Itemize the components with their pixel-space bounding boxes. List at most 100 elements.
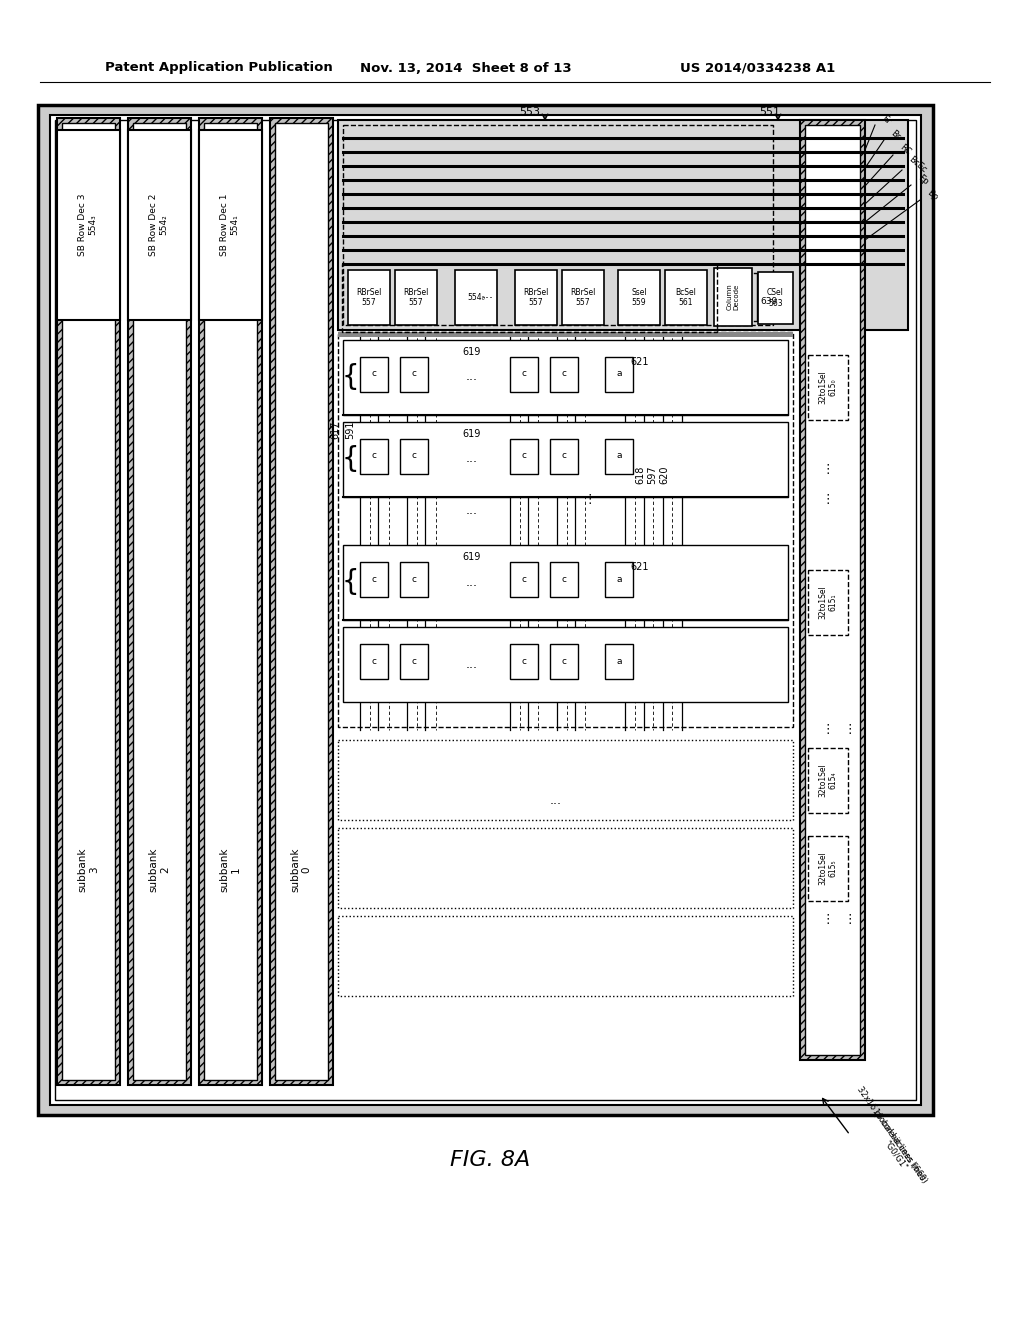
Bar — [360, 644, 388, 678]
Text: ⋮: ⋮ — [844, 913, 856, 927]
Bar — [808, 836, 848, 902]
Text: 591: 591 — [345, 421, 355, 440]
Text: {: { — [341, 568, 358, 597]
Text: 32to1Sel
615₀: 32to1Sel 615₀ — [818, 371, 838, 404]
Text: 32to1Sel
615₁: 32to1Sel 615₁ — [818, 586, 838, 619]
Text: c: c — [372, 574, 377, 583]
Text: BcEc: BcEc — [907, 154, 929, 176]
Bar — [133, 123, 186, 1080]
Text: "G0/G1": "G0/G1" — [882, 1139, 909, 1171]
Text: 551: 551 — [760, 107, 780, 117]
Text: RBrSel
557: RBrSel 557 — [570, 288, 596, 308]
Text: c: c — [521, 370, 526, 379]
Bar — [342, 264, 717, 333]
Text: a: a — [616, 656, 622, 665]
Bar — [605, 644, 633, 678]
Text: CSel
563: CSel 563 — [767, 288, 784, 308]
Text: US 2014/0334238 A1: US 2014/0334238 A1 — [680, 62, 836, 74]
Text: 553: 553 — [519, 107, 541, 117]
Text: 32x16 global bit lines (660): 32x16 global bit lines (660) — [855, 1085, 929, 1185]
Bar — [270, 117, 333, 1085]
Text: ⋮: ⋮ — [844, 723, 856, 737]
Text: 32to1Sel
615₄: 32to1Sel 615₄ — [818, 764, 838, 797]
Text: ...: ... — [466, 576, 478, 589]
Text: c: c — [372, 656, 377, 665]
Text: ...: ... — [550, 793, 562, 807]
Bar — [343, 422, 788, 498]
Bar — [338, 120, 908, 330]
Bar — [360, 562, 388, 597]
Text: 639: 639 — [760, 297, 777, 306]
Text: c: c — [372, 451, 377, 461]
Text: a: a — [616, 370, 622, 379]
Text: Br: Br — [889, 128, 902, 141]
Text: c: c — [561, 370, 566, 379]
Text: RBrSel
557: RBrSel 557 — [356, 288, 382, 308]
Bar — [38, 106, 933, 1115]
Text: c: c — [521, 656, 526, 665]
Bar — [395, 271, 437, 325]
Text: c: c — [561, 451, 566, 461]
Text: c: c — [412, 656, 417, 665]
Text: 619: 619 — [463, 552, 481, 562]
Bar — [338, 741, 793, 820]
Text: Column
Decode: Column Decode — [726, 284, 739, 310]
Text: ...: ... — [466, 371, 478, 384]
Bar — [550, 356, 578, 392]
Text: c: c — [561, 656, 566, 665]
Bar — [343, 125, 773, 325]
Text: ⋮: ⋮ — [821, 494, 835, 507]
Text: ⋮: ⋮ — [821, 463, 835, 477]
Text: 619: 619 — [463, 429, 481, 440]
Bar — [510, 644, 538, 678]
Text: Nov. 13, 2014  Sheet 8 of 13: Nov. 13, 2014 Sheet 8 of 13 — [360, 62, 571, 74]
Bar — [128, 129, 191, 319]
Bar — [338, 916, 793, 997]
Bar — [665, 271, 707, 325]
Text: 619: 619 — [463, 347, 481, 356]
Text: c: c — [561, 574, 566, 583]
Text: c: c — [372, 370, 377, 379]
Bar — [714, 268, 752, 326]
Bar — [758, 272, 793, 323]
Text: 621: 621 — [631, 356, 649, 367]
Text: 617: 617 — [330, 421, 340, 440]
Bar — [550, 562, 578, 597]
Bar — [360, 356, 388, 392]
Text: 618: 618 — [635, 466, 645, 484]
Bar — [199, 129, 262, 319]
Text: subbank
1: subbank 1 — [219, 847, 241, 892]
Text: ...: ... — [466, 503, 478, 516]
Text: Bp: Bp — [925, 187, 939, 202]
Bar — [57, 117, 120, 1085]
Text: SB Row Dec 3
554₃: SB Row Dec 3 554₃ — [78, 194, 97, 256]
Text: c: c — [412, 451, 417, 461]
Text: ⋮: ⋮ — [821, 723, 835, 737]
Bar — [562, 271, 604, 325]
Bar — [348, 271, 390, 325]
Bar — [338, 333, 793, 337]
Text: SB Row Dec 1
554₁: SB Row Dec 1 554₁ — [220, 194, 240, 256]
Bar — [50, 115, 921, 1105]
Text: ...: ... — [482, 289, 494, 301]
Bar — [400, 562, 428, 597]
Bar — [199, 117, 262, 1085]
Bar — [62, 123, 115, 1080]
Text: RC: RC — [898, 143, 912, 157]
Text: ...: ... — [466, 657, 478, 671]
Text: RBrSel
557: RBrSel 557 — [403, 288, 429, 308]
Bar — [338, 333, 793, 727]
Text: BcSel
561: BcSel 561 — [676, 288, 696, 308]
Text: {: { — [341, 445, 358, 473]
Bar — [605, 440, 633, 474]
Bar — [808, 748, 848, 813]
Bar — [57, 129, 120, 319]
Text: c: c — [412, 370, 417, 379]
Text: ...: ... — [466, 453, 478, 466]
Bar — [275, 123, 328, 1080]
Text: c: c — [521, 574, 526, 583]
Bar — [808, 570, 848, 635]
Bar — [400, 356, 428, 392]
Bar — [360, 440, 388, 474]
Bar — [55, 120, 916, 1100]
